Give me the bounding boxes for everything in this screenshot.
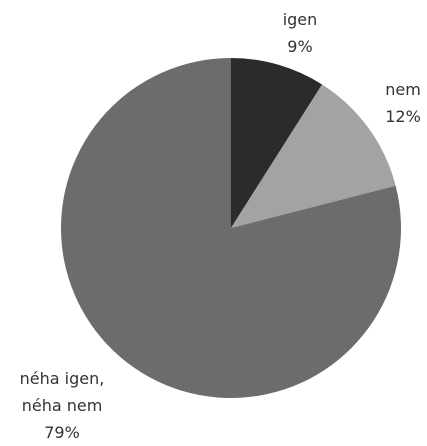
pie-slice — [61, 58, 402, 398]
pie-slice — [231, 58, 323, 228]
value-label: 79% — [44, 423, 80, 442]
value-label: 12% — [385, 107, 421, 126]
slice-label: nem — [385, 80, 421, 99]
slice-label: igen — [282, 10, 318, 29]
pie-slice — [231, 84, 396, 228]
slice-label: néha igen, néha nem — [19, 369, 105, 415]
value-label: 9% — [287, 37, 313, 56]
